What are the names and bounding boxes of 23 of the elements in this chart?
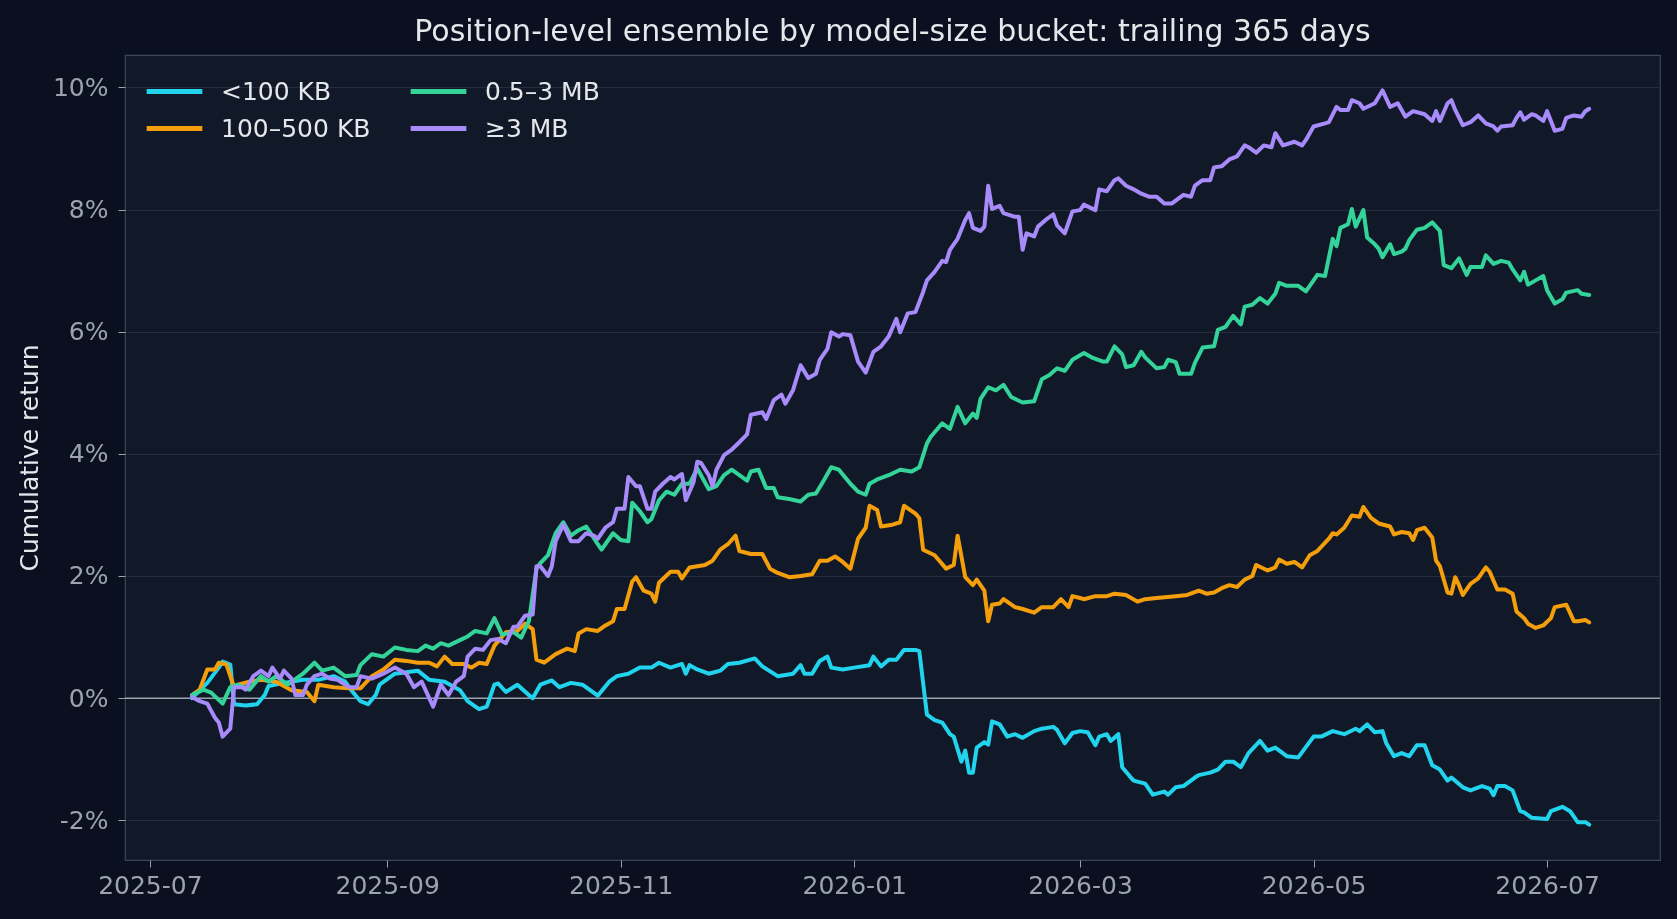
x-tick-label: 2025-09 <box>335 870 440 900</box>
legend-label: ≥3 MB <box>485 113 569 143</box>
line-series <box>189 503 1592 704</box>
y-axis-title: Cumulative return <box>14 344 44 572</box>
y-tick-label: 10% <box>52 72 109 102</box>
legend-label: 0.5–3 MB <box>485 76 600 106</box>
y-tick-label: 4% <box>68 439 109 469</box>
x-tick-label: 2026-01 <box>802 870 907 900</box>
y-tick-label: 2% <box>68 561 109 591</box>
legend-label: <100 KB <box>221 76 332 106</box>
y-tick-label: 6% <box>68 317 109 347</box>
x-tick-label: 2026-05 <box>1261 870 1367 900</box>
line-series <box>189 206 1592 706</box>
y-tick-label: -2% <box>59 805 109 835</box>
x-tick-label: 2025-11 <box>568 870 674 900</box>
y-tick-label: 8% <box>68 195 109 225</box>
line-series <box>189 647 1592 827</box>
x-tick-label: 2026-07 <box>1495 870 1600 900</box>
chart-title: Position-level ensemble by model-size bucket: trailing 365 days <box>414 13 1371 48</box>
y-tick-label: 0% <box>68 683 109 713</box>
legend-label: 100–500 KB <box>221 113 371 143</box>
x-tick-label: 2026-03 <box>1028 870 1133 900</box>
x-tick-label: 2025-07 <box>98 870 203 900</box>
